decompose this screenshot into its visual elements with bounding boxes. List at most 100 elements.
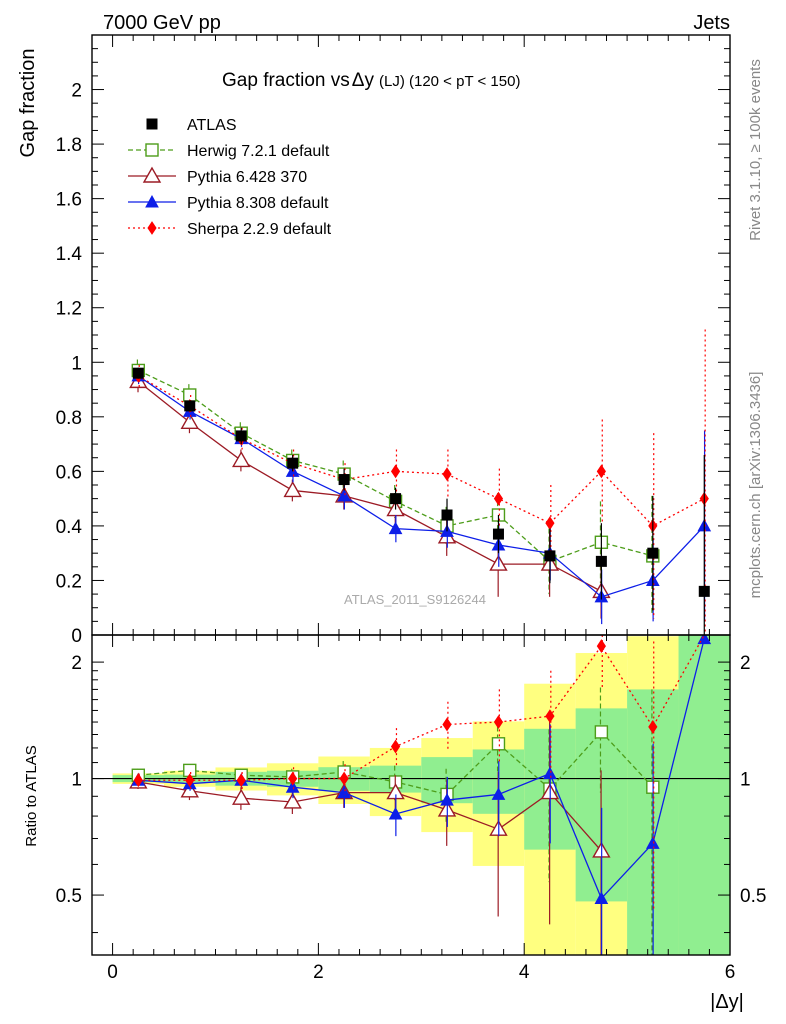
legend-label-sherpa-2-2-9-default: Sherpa 2.2.9 default [187, 221, 332, 238]
legend-marker-sherpa-2-2-9-default [147, 221, 157, 235]
header-left: 7000 GeV pp [103, 12, 221, 34]
y-tick-label: 0.8 [56, 408, 82, 429]
point-atlas [287, 457, 299, 469]
point-atlas [698, 585, 710, 597]
legend-marker-pythia-8-308-default [145, 194, 159, 208]
point-atlas [390, 493, 402, 505]
ratio-frame [91, 634, 731, 956]
x-tick-label: 6 [725, 962, 736, 983]
y-tick-label: 2 [71, 81, 82, 102]
legend-entry-herwig-7-2-1-default: Herwig 7.2.1 default [128, 143, 330, 160]
ratio-point-sherpa-2-2-9-default [236, 773, 246, 788]
ratio-tick-label-right: 0.5 [740, 886, 766, 907]
y-tick-label: 0 [71, 626, 82, 647]
ratio-series-group [129, 635, 712, 955]
point-sherpa-2-2-9-default [442, 467, 452, 481]
x-tick-label: 2 [313, 962, 324, 983]
ratio-point-sherpa-2-2-9-default [185, 773, 195, 788]
series-pythia-6-428-370 [129, 370, 611, 619]
chart-title: Gap fraction vs Δy (LJ) (120 < pT < 150) [222, 70, 520, 91]
point-sherpa-2-2-9-default [493, 491, 504, 506]
series-atlas [132, 367, 710, 635]
analysis-watermark: ATLAS_2011_S9126244 [344, 592, 486, 607]
ratio-point-pythia-8-308-default [388, 806, 403, 820]
ratio-point-pythia-6-428-370 [232, 788, 251, 805]
mcplots-label: mcplots.cern.ch [arXiv:1306.3436] [747, 372, 764, 599]
ratio-point-pythia-8-308-default [491, 787, 506, 800]
point-pythia-6-428-370 [283, 481, 302, 498]
point-pythia-6-428-370 [180, 412, 199, 429]
ratio-point-sherpa-2-2-9-default [596, 639, 606, 653]
point-atlas [492, 528, 504, 540]
axes-group: 0 0.2 0.4 0.6 0.8 1 1.2 1.4 1.6 1.8 2 0 2 4 6 0.5 0.5 1 1 2… [56, 34, 766, 983]
ratio-band-inner [678, 635, 730, 955]
legend-label-pythia-6-428-370: Pythia 6.428 370 [187, 169, 307, 186]
point-pythia-6-428-370 [232, 451, 251, 468]
ratio-point-sherpa-2-2-9-default [133, 773, 143, 788]
point-sherpa-2-2-9-default [390, 464, 401, 479]
header-right: Jets [693, 12, 730, 34]
legend-entry-sherpa-2-2-9-default: Sherpa 2.2.9 default [128, 221, 332, 238]
ratio-series-sherpa-2-2-9-default [133, 635, 705, 910]
ratio-tick-label-left: 2 [71, 653, 82, 674]
series-line-pythia-8-308-default [137, 375, 705, 598]
y-tick-label: 1.4 [56, 244, 83, 265]
x-tick-label: 4 [519, 962, 530, 983]
ratio-point-sherpa-2-2-9-default [339, 771, 349, 786]
ratio-point-pythia-8-308-default [543, 766, 557, 780]
point-sherpa-2-2-9-default [596, 464, 606, 479]
point-atlas [235, 430, 247, 442]
point-sherpa-2-2-9-default [545, 516, 555, 531]
point-pythia-8-308-default [337, 488, 351, 502]
point-atlas [544, 550, 556, 562]
ratio-point-herwig-7-2-1-default [491, 737, 506, 751]
point-atlas [595, 555, 607, 567]
ratio-tick-label-right: 2 [740, 653, 751, 674]
legend-entry-atlas: ATLAS [146, 117, 237, 134]
ratio-tick-label-left: 0.5 [56, 886, 82, 907]
legend-entry-pythia-6-428-370: Pythia 6.428 370 [128, 166, 307, 186]
ratio-point-pythia-8-308-default [285, 780, 300, 793]
legend-marker-herwig-7-2-1-default [145, 143, 159, 157]
legend-marker-pythia-6-428-370 [142, 166, 162, 183]
legend-entry-pythia-8-308-default: Pythia 8.308 default [128, 194, 329, 212]
legend-label-pythia-8-308-default: Pythia 8.308 default [187, 195, 329, 212]
series-line-sherpa-2-2-9-default [137, 375, 705, 527]
ratio-point-pythia-6-428-370 [283, 792, 302, 809]
ratio-point-pythia-8-308-default [440, 793, 454, 806]
ratio-point-sherpa-2-2-9-default [648, 720, 658, 734]
ratio-point-sherpa-2-2-9-default [442, 717, 452, 732]
y-tick-label: 1 [71, 353, 82, 374]
y-tick-label: 1.2 [56, 299, 82, 320]
ratio-line-pythia-6-428-370 [138, 781, 602, 852]
ratio-point-pythia-8-308-default [594, 891, 609, 904]
ratio-point-herwig-7-2-1-default [594, 725, 609, 739]
ratio-point-sherpa-2-2-9-default [493, 715, 504, 729]
legend-marker-atlas [146, 118, 158, 130]
chart-title-dy: Δy [352, 70, 375, 91]
ratio-point-pythia-8-308-default [645, 836, 660, 849]
point-atlas [132, 367, 144, 379]
y-tick-label: 0.6 [56, 462, 82, 483]
ratio-y-axis-label: Ratio to ATLAS [23, 745, 40, 846]
main-series-group [129, 329, 712, 635]
y-tick-label: 0.4 [56, 517, 83, 538]
y-axis-label: Gap fraction [17, 49, 39, 158]
ratio-point-sherpa-2-2-9-default [390, 739, 401, 754]
ratio-tick-label-right: 1 [740, 770, 751, 791]
rivet-label: Rivet 3.1.10, ≥ 100k events [747, 59, 764, 241]
ratio-point-sherpa-2-2-9-default [545, 709, 555, 724]
ratio-tick-label-left: 1 [71, 770, 82, 791]
chart-title-main: Gap fraction vs [222, 70, 350, 91]
ratio-point-pythia-8-308-default [337, 785, 351, 799]
ratio-point-sherpa-2-2-9-default [288, 771, 298, 786]
point-atlas [647, 547, 659, 559]
legend: ATLAS Herwig 7.2.1 default Pythia 6.428 37… [128, 117, 332, 238]
legend-label-herwig-7-2-1-default: Herwig 7.2.1 default [187, 143, 330, 160]
point-atlas [441, 509, 453, 521]
point-atlas [184, 400, 196, 412]
x-tick-label: 0 [107, 962, 118, 983]
y-tick-label: 0.2 [56, 571, 82, 592]
chart-title-suffix: (LJ) (120 < pT < 150) [379, 73, 520, 90]
